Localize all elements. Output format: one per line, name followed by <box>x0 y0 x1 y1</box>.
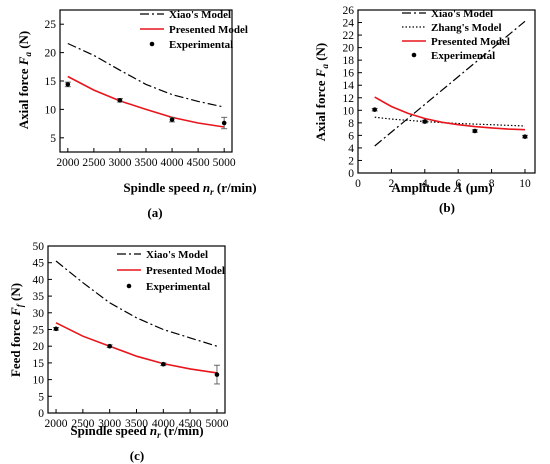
plot-frame <box>357 9 536 174</box>
y-tick-label: 10 <box>33 375 45 387</box>
x-tick-label: 3000 <box>98 418 121 430</box>
y-tick-label: 25 <box>45 19 57 31</box>
legend-marker <box>149 41 155 47</box>
x-tick-label: 2000 <box>56 157 79 169</box>
y-tick-label: 25 <box>33 325 45 337</box>
y-axis-label: Feed force Ff (N) <box>8 283 25 377</box>
chart-panel-a: 2000 2500 3000 3500 4000 4500 5000 5 10 15 20 25 Xia… <box>16 9 257 220</box>
x-tick-label: 4000 <box>161 157 184 169</box>
y-tick-label: 26 <box>343 5 355 17</box>
y-tick-label: 22 <box>343 30 355 42</box>
y-tick-label: 15 <box>33 358 45 370</box>
x-tick-label: 2500 <box>71 418 94 430</box>
panel-caption: (c) <box>130 448 144 463</box>
legend-label: Zhang's Model <box>431 22 502 34</box>
x-tick-label: 5000 <box>213 157 236 169</box>
y-tick-label: 4 <box>348 143 354 155</box>
data-point <box>372 107 377 112</box>
y-tick-label: 10 <box>45 104 57 116</box>
y-axis-label: Axial force Fa (N) <box>16 31 33 130</box>
y-tick-label: 14 <box>343 80 355 92</box>
panel-caption: (a) <box>147 205 162 220</box>
y-tick-label: 20 <box>45 48 57 60</box>
x-tick-label: 10 <box>519 178 531 190</box>
data-point <box>169 117 175 122</box>
plot-frame <box>47 245 226 414</box>
data-point <box>522 134 528 139</box>
data-point <box>53 326 59 332</box>
y-tick-label: 5 <box>50 133 56 145</box>
y-tick-label: 20 <box>33 341 45 353</box>
y-tick-label: 12 <box>343 93 355 105</box>
legend-label: Experimental <box>146 281 210 293</box>
legend-marker <box>411 52 417 58</box>
legend-label: Xiao's Model <box>146 249 208 261</box>
y-tick-label: 16 <box>343 68 355 80</box>
data-point <box>472 128 478 134</box>
series-xiao-s-model-line <box>67 42 225 108</box>
data-point <box>65 82 71 87</box>
x-tick-label: 8 <box>489 178 495 190</box>
legend-marker <box>126 283 132 289</box>
y-tick-label: 18 <box>343 55 355 67</box>
series-xiao-s-model-line <box>374 20 526 147</box>
y-tick-label: 0 <box>38 408 44 420</box>
x-axis-label: Spindle speed nr (r/min) <box>70 423 203 440</box>
y-tick-label: 30 <box>33 308 45 320</box>
series-presented-model-line <box>374 96 526 131</box>
y-tick-label: 24 <box>343 18 355 30</box>
y-tick-label: 6 <box>348 130 354 142</box>
y-axis-label: Axial force Fa (N) <box>313 43 330 142</box>
legend-label: Presented Model <box>169 24 248 36</box>
data-point <box>117 98 123 103</box>
data-point <box>221 120 227 126</box>
y-tick-label: 5 <box>38 391 44 403</box>
series-xiao-s-model-line <box>55 260 218 347</box>
y-tick-label: 10 <box>343 105 355 117</box>
legend-label: Experimental <box>431 50 495 62</box>
data-point <box>161 361 166 367</box>
x-tick-label: 4500 <box>187 157 210 169</box>
legend-label: Xiao's Model <box>431 8 493 20</box>
x-axis-label: Spindle speed nr (r/min) <box>123 180 256 197</box>
x-tick-label: 3500 <box>135 157 158 169</box>
series-zhang-s-model-line <box>374 116 526 127</box>
x-tick-label: 4 <box>422 178 428 190</box>
x-axis-label: Amplitude A (μm) <box>391 180 492 195</box>
data-point <box>214 372 220 377</box>
plot-frame <box>59 9 233 153</box>
y-tick-label: 8 <box>348 118 354 130</box>
chart-panel-c: 2000 2500 3000 3500 4000 4500 5000 0 5 10 15 20 25 30… <box>8 241 229 463</box>
x-tick-label: 2500 <box>82 157 105 169</box>
y-tick-label: 15 <box>45 76 57 88</box>
x-tick-label: 2000 <box>45 418 68 430</box>
x-tick-label: 3500 <box>125 418 148 430</box>
series-presented-model-line <box>67 75 225 128</box>
data-point <box>107 343 112 349</box>
y-tick-label: 35 <box>33 291 45 303</box>
x-tick-label: 6 <box>455 178 461 190</box>
x-tick-label: 4500 <box>179 418 202 430</box>
series-presented-model-line <box>55 322 218 374</box>
y-tick-label: 2 <box>348 155 354 167</box>
y-tick-label: 50 <box>33 241 45 253</box>
panel-caption: (b) <box>439 200 455 215</box>
x-tick-label: 4000 <box>152 418 175 430</box>
y-tick-label: 40 <box>33 274 45 286</box>
legend-label: Experimental <box>169 39 233 51</box>
y-tick-label: 45 <box>33 258 45 270</box>
x-tick-label: 2 <box>389 178 395 190</box>
x-tick-label: 0 <box>355 178 361 190</box>
y-tick-label: 0 <box>348 168 354 180</box>
legend-label: Xiao's Model <box>169 9 231 21</box>
x-tick-label: 3000 <box>108 157 131 169</box>
legend-label: Presented Model <box>431 36 510 48</box>
y-tick-label: 20 <box>343 43 355 55</box>
legend-label: Presented Model <box>146 265 225 277</box>
data-point <box>422 119 428 124</box>
x-tick-label: 5000 <box>205 418 228 430</box>
